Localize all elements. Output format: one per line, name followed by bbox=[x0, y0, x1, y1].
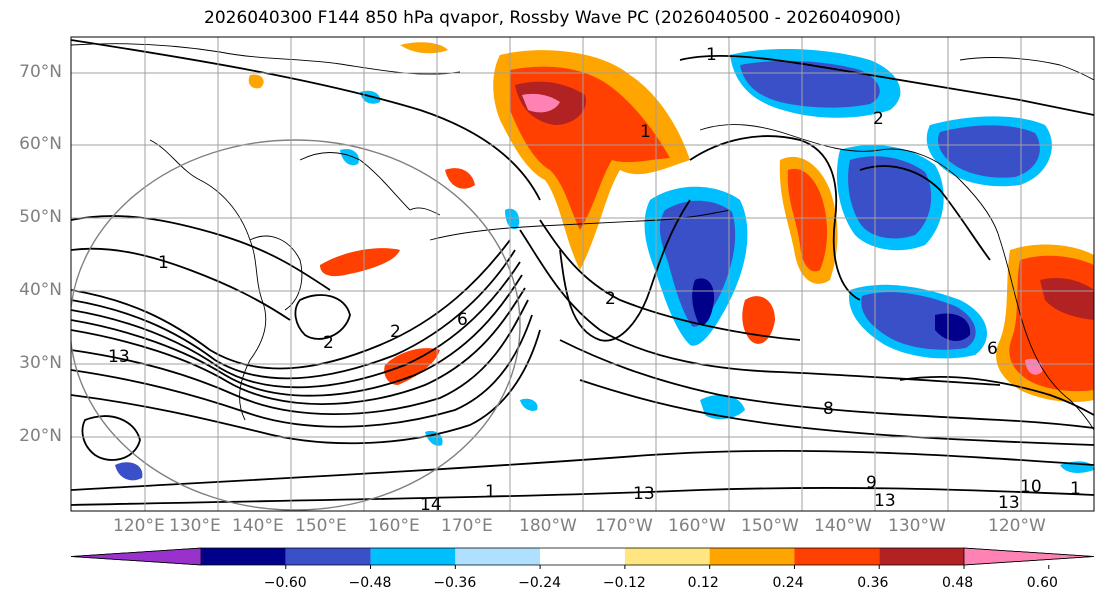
colorbar-segment bbox=[879, 548, 964, 565]
contour-label: 1 bbox=[485, 482, 496, 502]
latitude-label: 50°N bbox=[19, 207, 62, 227]
contour-label: 1 bbox=[1070, 479, 1081, 499]
contour-label: 6 bbox=[987, 339, 998, 359]
longitude-label: 170°E bbox=[441, 516, 493, 536]
colorbar-tick-label: 0.24 bbox=[772, 575, 804, 591]
contour-lines bbox=[71, 39, 1094, 506]
colorbar-frame bbox=[70, 547, 1095, 566]
colorbar-tick-label: −0.60 bbox=[263, 575, 307, 591]
colorbar-tick-label: −0.24 bbox=[518, 575, 562, 591]
contour-label: 13 bbox=[874, 491, 896, 511]
colorbar-segment bbox=[794, 548, 880, 565]
contour-label: 10 bbox=[1020, 477, 1042, 497]
colorbar bbox=[70, 547, 1095, 569]
longitude-label: 180°W bbox=[519, 516, 577, 536]
contour-label: 2 bbox=[390, 322, 401, 342]
colorbar-segment bbox=[201, 548, 286, 565]
contour-label: 2 bbox=[873, 109, 884, 129]
colorbar-segment bbox=[624, 548, 710, 565]
contour-label: 9 bbox=[866, 473, 877, 493]
contour-label: 13 bbox=[108, 347, 130, 367]
longitude-label: 150°W bbox=[741, 516, 799, 536]
colorbar-segment bbox=[540, 548, 625, 565]
contour-label: 1 bbox=[706, 45, 717, 65]
latitude-label: 60°N bbox=[19, 134, 62, 154]
colorbar-tick-label: −0.36 bbox=[433, 575, 477, 591]
coastlines bbox=[71, 43, 1094, 431]
colorbar-tick-label: 0.48 bbox=[942, 575, 974, 591]
latitude-label: 40°N bbox=[19, 280, 62, 300]
map-frame bbox=[70, 36, 1095, 512]
contour-label: 1 bbox=[640, 122, 651, 142]
contour-labels: 1 1 2 2 2 2 6 6 8 9 1 13 13 13 13 14 1 10 1 bbox=[108, 45, 1081, 515]
longitude-label: 170°W bbox=[595, 516, 653, 536]
longitude-label: 160°E bbox=[368, 516, 420, 536]
gridlines bbox=[71, 37, 1094, 511]
longitude-label: 120°W bbox=[988, 516, 1046, 536]
longitude-label: 120°E bbox=[113, 516, 165, 536]
contour-label: 14 bbox=[420, 495, 442, 515]
colorbar-tick-label: 0.12 bbox=[687, 575, 719, 591]
longitude-label: 150°E bbox=[295, 516, 347, 536]
region-outline bbox=[71, 139, 521, 511]
positive-anomaly-blobs bbox=[248, 42, 1094, 402]
colorbar-segment bbox=[455, 548, 541, 565]
colorbar-tick-label: −0.12 bbox=[602, 575, 646, 591]
contour-label: 13 bbox=[998, 493, 1020, 513]
contour-label: 2 bbox=[323, 333, 334, 353]
colorbar-tick-label: −0.48 bbox=[348, 575, 392, 591]
longitude-label: 160°W bbox=[668, 516, 726, 536]
colorbar-extend-low bbox=[70, 547, 202, 566]
map-content: 1 1 2 2 2 2 6 6 8 9 1 13 13 13 13 14 1 10 1 bbox=[71, 37, 1094, 515]
contour-label: 8 bbox=[823, 399, 834, 419]
colorbar-segment bbox=[709, 548, 795, 565]
latitude-label: 70°N bbox=[19, 62, 62, 82]
contour-label: 1 bbox=[158, 253, 169, 273]
longitude-label: 140°W bbox=[814, 516, 872, 536]
longitude-label: 130°E bbox=[169, 516, 221, 536]
colorbar-tick-label: 0.36 bbox=[857, 575, 889, 591]
colorbar-segment bbox=[370, 548, 456, 565]
longitude-label: 130°W bbox=[888, 516, 946, 536]
colorbar-tick-label: 0.60 bbox=[1026, 575, 1058, 591]
colorbar-extend-high bbox=[963, 547, 1095, 566]
contour-label: 6 bbox=[457, 310, 468, 330]
longitude-label: 140°E bbox=[232, 516, 284, 536]
contour-label: 13 bbox=[633, 484, 655, 504]
colorbar-segment bbox=[285, 548, 371, 565]
latitude-label: 20°N bbox=[19, 426, 62, 446]
contour-label: 2 bbox=[605, 289, 616, 309]
map-title: 2026040300 F144 850 hPa qvapor, Rossby W… bbox=[204, 8, 901, 28]
latitude-label: 30°N bbox=[19, 353, 62, 373]
